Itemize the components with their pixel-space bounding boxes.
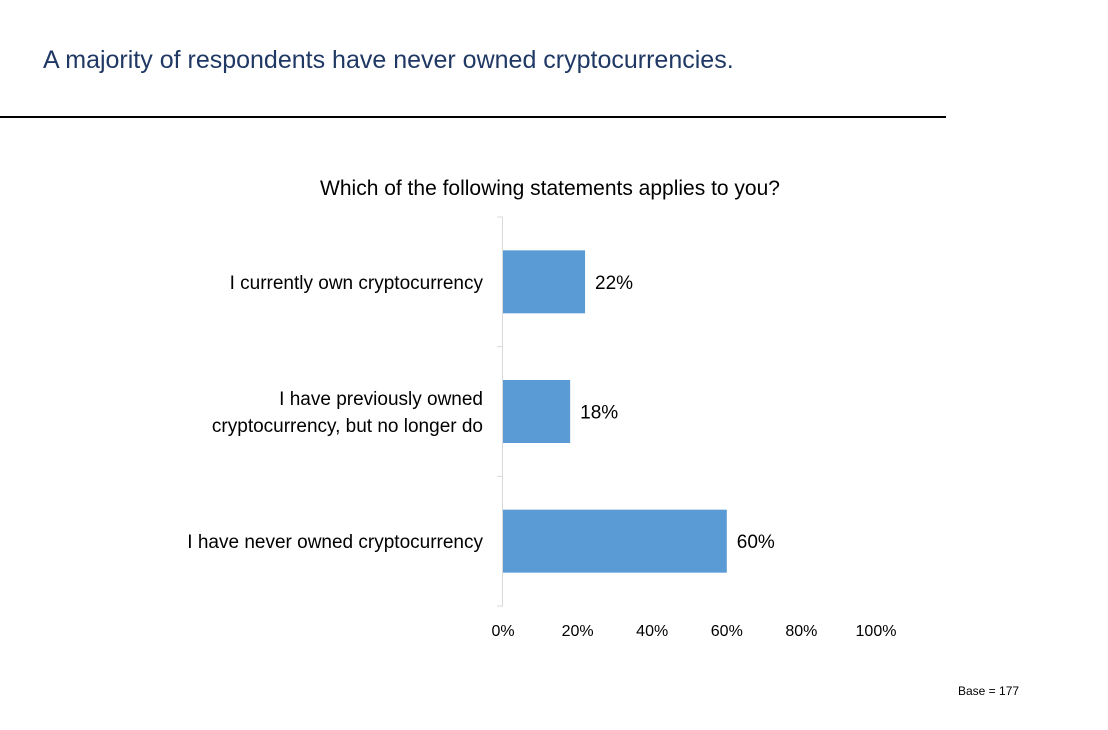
base-note: Base = 177 <box>958 684 1020 698</box>
category-label-line: I currently own cryptocurrency <box>230 273 484 294</box>
category-label-line: I have previously owned <box>279 389 483 410</box>
x-tick-label: 80% <box>785 623 817 640</box>
x-tick-label: 100% <box>856 623 897 640</box>
slide-title: A majority of respondents have never own… <box>43 46 734 74</box>
x-tick-label: 40% <box>636 623 668 640</box>
category-label: I currently own cryptocurrency <box>230 273 484 294</box>
plot-area: 22% I currently own cryptocurrency 18% I ha… <box>187 216 897 640</box>
category-label: I have never owned cryptocurrency <box>187 532 483 553</box>
x-tick-label: 20% <box>562 623 594 640</box>
title-divider <box>0 116 946 118</box>
category-label-line: cryptocurrency, but no longer do <box>212 416 483 437</box>
data-label: 18% <box>580 403 618 424</box>
bar <box>503 250 586 314</box>
bar <box>503 509 727 573</box>
bar <box>503 380 571 443</box>
category-label: I have previously owned cryptocurrency, b… <box>212 389 483 437</box>
data-label: 60% <box>737 532 775 553</box>
data-label: 22% <box>595 273 633 294</box>
chart-title: Which of the following statements applie… <box>320 177 780 200</box>
category-label-line: I have never owned cryptocurrency <box>187 532 483 553</box>
x-tick-label: 60% <box>711 623 743 640</box>
x-tick-label: 0% <box>491 623 514 640</box>
